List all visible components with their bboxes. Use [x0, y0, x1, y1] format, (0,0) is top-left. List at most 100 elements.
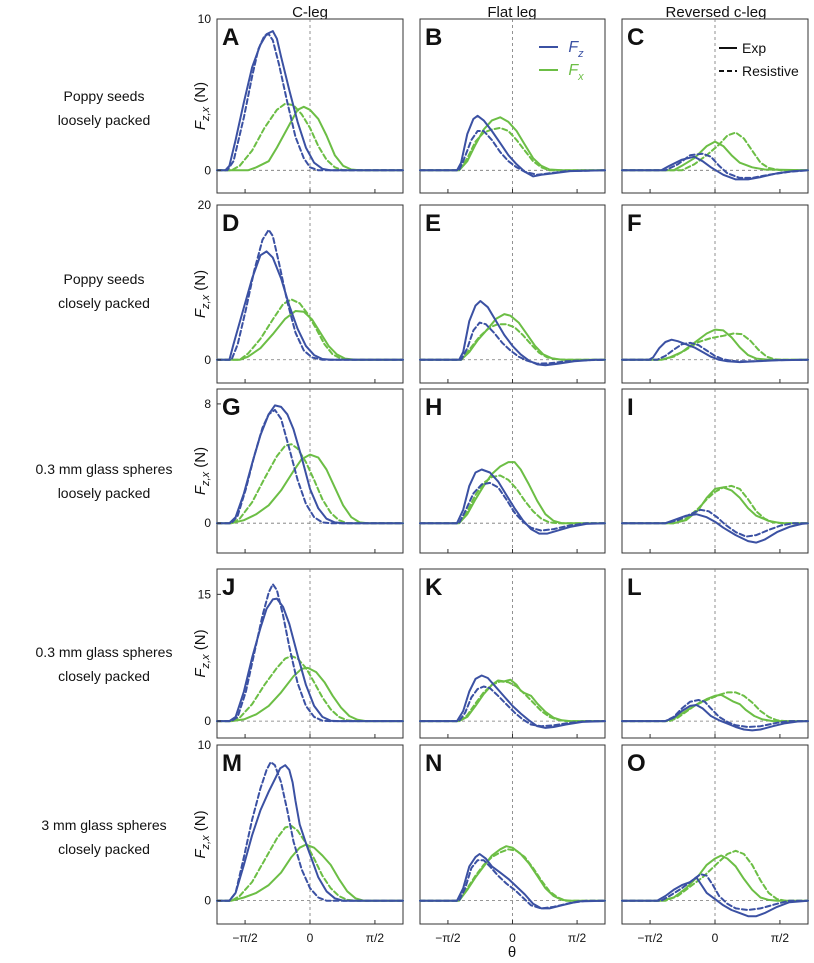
panel-letter: A — [222, 24, 239, 51]
y-tick-label: 15 — [198, 587, 212, 601]
x-tick-label: −π/2 — [637, 931, 663, 945]
fz-resistive-line — [216, 33, 404, 172]
row-label-3-line-2: loosely packed — [58, 485, 151, 501]
panel-j: J 0 15 Fz,x (N) — [192, 568, 404, 739]
panel-o: O −π/2 0 π/2 — [621, 744, 809, 945]
panel-k: K — [419, 568, 606, 739]
panel-c: C Exp Resistive — [621, 18, 809, 194]
fx-experimental-line — [621, 140, 809, 172]
fx-experimental-line — [216, 453, 404, 525]
panel-letter: F — [627, 210, 642, 237]
panel-n: N −π/2 0 π/2 — [419, 744, 606, 945]
resistive-legend-label: Resistive — [742, 63, 799, 79]
fx-resistive-line — [621, 849, 809, 902]
x-tick-label: 0 — [712, 931, 719, 945]
fx-experimental-line — [419, 313, 606, 361]
y-axis-label: Fz,x (N) — [192, 629, 212, 677]
panel-letter: L — [627, 574, 642, 601]
fz-resistive-line — [419, 685, 606, 728]
panel-frame — [621, 204, 809, 384]
y-tick-label: 0 — [204, 894, 211, 908]
panel-frame — [419, 204, 606, 384]
y-axis-label-text: Fz,x (N) — [192, 447, 212, 495]
column-title-c-leg: C-leg — [292, 4, 328, 21]
panel-letter: K — [425, 574, 443, 601]
panel-letter: C — [627, 24, 644, 51]
fz-experimental-line — [216, 250, 404, 361]
fz-experimental-line — [621, 513, 809, 544]
panel-e: E — [419, 204, 606, 384]
x-tick-label: π/2 — [568, 931, 587, 945]
fz-legend-label: Fz — [568, 39, 584, 60]
panel-h: H — [419, 388, 606, 554]
row-label-2-line-1: Poppy seeds — [64, 271, 145, 287]
fx-resistive-line — [216, 443, 404, 525]
fz-experimental-line — [216, 404, 404, 525]
panel-letter: N — [425, 750, 442, 777]
fx-experimental-line — [419, 845, 606, 902]
y-tick-label: 10 — [198, 738, 212, 752]
panel-letter: I — [627, 394, 634, 421]
fx-experimental-line — [621, 693, 809, 723]
y-axis-label: Fz,x (N) — [192, 270, 212, 318]
fx-experimental-line — [216, 310, 404, 361]
fx-experimental-line — [216, 105, 404, 172]
panel-frame — [621, 388, 809, 554]
y-axis-label: Fz,x (N) — [192, 447, 212, 495]
column-title-flat-leg: Flat leg — [487, 4, 536, 21]
row-label-5-line-2: closely packed — [58, 841, 150, 857]
y-axis-label-text: Fz,x (N) — [192, 810, 212, 858]
row-label-3-line-1: 0.3 mm glass spheres — [36, 461, 173, 477]
fz-experimental-line — [621, 155, 809, 181]
x-tick-label: 0 — [509, 931, 516, 945]
y-tick-label: 10 — [198, 12, 212, 26]
row-label-1-line-1: Poppy seeds — [64, 88, 145, 104]
x-axis-label: θ — [508, 944, 516, 961]
y-tick-label: 8 — [204, 397, 211, 411]
y-axis-label-text: Fz,x (N) — [192, 629, 212, 677]
x-tick-label: −π/2 — [435, 931, 461, 945]
panel-frame — [419, 744, 606, 925]
fz-resistive-line — [216, 228, 404, 361]
fz-experimental-line — [419, 300, 606, 367]
panel-l: L — [621, 568, 809, 739]
fx-experimental-line — [419, 461, 606, 525]
panel-frame — [621, 744, 809, 925]
x-tick-label: π/2 — [771, 931, 790, 945]
fz-resistive-line — [216, 583, 404, 723]
exp-legend-label: Exp — [742, 40, 766, 56]
y-axis-label-text: Fz,x (N) — [192, 270, 212, 318]
fx-resistive-line — [216, 102, 404, 172]
fz-resistive-line — [419, 321, 606, 365]
panel-i: I — [621, 388, 809, 554]
y-tick-label: 20 — [198, 198, 212, 212]
panel-g: G 0 8 Fz,x (N) — [192, 388, 404, 554]
row-label-4-line-2: closely packed — [58, 668, 150, 684]
fx-legend-label: Fx — [568, 62, 584, 83]
legend-line-styles: Exp Resistive — [719, 40, 799, 79]
row-label-2-line-2: closely packed — [58, 295, 150, 311]
fz-resistive-line — [419, 481, 606, 532]
panel-letter: J — [222, 574, 235, 601]
y-axis-label: Fz,x (N) — [192, 810, 212, 858]
fz-experimental-line — [216, 764, 404, 902]
fx-experimental-line — [621, 854, 809, 902]
fx-experimental-line — [216, 666, 404, 723]
fx-experimental-line — [419, 116, 606, 172]
fx-resistive-line — [216, 824, 404, 902]
panel-letter: O — [627, 750, 646, 777]
x-tick-label: π/2 — [366, 931, 385, 945]
panel-m: M 0 10 Fz,x (N) −π/2 0 π/2 — [192, 738, 404, 945]
row-label-4-line-1: 0.3 mm glass spheres — [36, 644, 173, 660]
panel-letter: G — [222, 394, 241, 421]
y-tick-label: 0 — [204, 163, 211, 177]
y-axis-label: Fz,x (N) — [192, 82, 212, 130]
fz-experimental-line — [621, 876, 809, 918]
panel-letter: E — [425, 210, 441, 237]
fz-experimental-line — [621, 704, 809, 732]
panel-d: D 0 20 Fz,x (N) — [192, 198, 404, 384]
fx-resistive-line — [621, 131, 809, 172]
panel-letter: M — [222, 750, 242, 777]
